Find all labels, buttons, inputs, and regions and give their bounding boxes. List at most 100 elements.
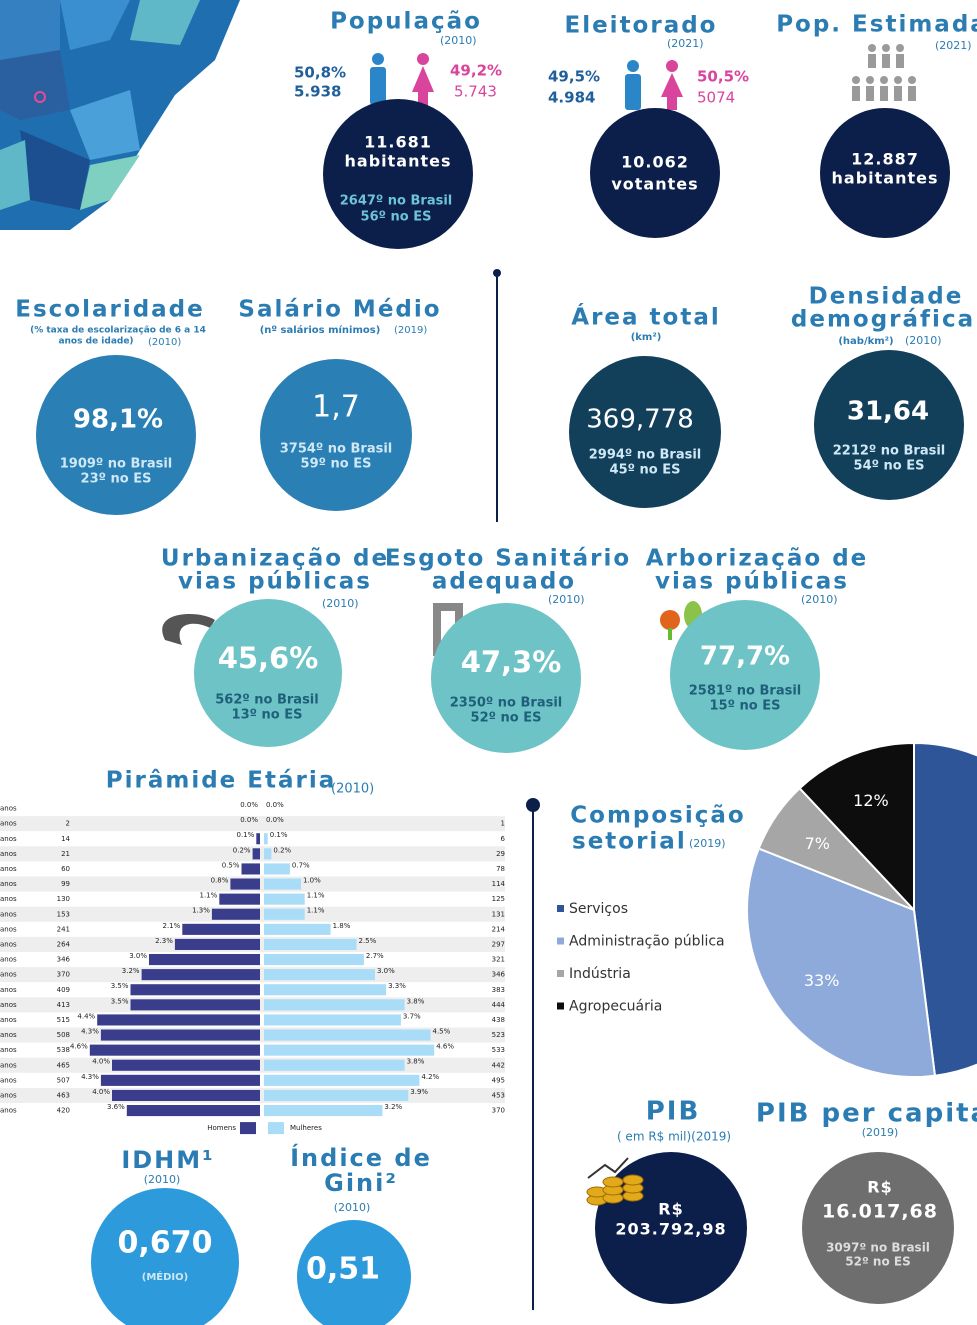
men-pct-label: 0.1% [237,831,255,839]
age-label: anos [0,971,17,979]
circle [431,603,581,753]
men-bar [211,908,260,920]
title: Arborização de [646,546,869,572]
age-label: anos [0,1091,17,1099]
year: (2010) [440,34,477,47]
men-bar [97,1014,260,1026]
women-count: 125 [492,895,505,903]
coins-icon [586,1157,644,1206]
age-label: anos [0,1016,17,1024]
women-bar [264,938,357,950]
legend-label: Indústria [569,966,631,982]
women-bar [264,878,301,890]
women-pct-label: 3.2% [384,1103,402,1111]
men-pct-label: 4.3% [81,1028,99,1036]
women-pct-label: 1.8% [333,922,351,930]
men-count: 370 [57,971,70,979]
men-count: 507 [57,1076,70,1084]
men-count: 409 [57,986,70,994]
value: 16.017,68 [822,1201,938,1223]
men-bar [256,833,260,845]
men-count: 241 [57,925,70,933]
men-pct-label: 4.6% [70,1043,88,1051]
year: (2010) [334,1201,371,1214]
men-pct-label: 3.2% [122,967,140,975]
title: Pop. Estimada [776,12,977,38]
title: Gini² [324,1169,398,1197]
men-count: 60 [61,865,70,873]
year: (2010) [144,1173,181,1186]
title: Densidade [809,284,964,310]
women-count: 6 [501,835,506,843]
pie: Serviços 33% Administração pública 7% Indúst… [557,741,977,1078]
women-count: 495 [492,1076,505,1084]
men-count: 420 [57,1107,70,1115]
legend-label: Serviços [569,901,628,917]
women-bar [264,908,305,920]
title: População [330,9,482,35]
women-bar [264,893,305,905]
rank-br: 3754º no Brasil [280,442,393,457]
women-pct-label: 3.7% [403,1012,421,1020]
rank-es: 52º no ES [471,711,542,726]
women-bar [264,923,331,935]
circle [323,99,473,249]
women-pct: 50,5% [697,68,749,86]
unit: habitantes [345,152,452,171]
women-pct-label: 3.0% [377,967,395,975]
men-pct-label: 3.0% [129,952,147,960]
currency: R$ [658,1200,683,1219]
rank-es: 54º no ES [854,459,925,474]
women-bar [264,1059,405,1071]
men-bar [130,999,260,1011]
women-bar [264,833,268,845]
men-bar [130,984,260,996]
men-pct-label: 4.4% [77,1012,95,1020]
value: 0,51 [306,1252,380,1287]
map [0,0,240,230]
title: Escolaridade [15,297,205,323]
unit: (km²) [631,332,662,343]
age-label: anos [0,910,17,918]
men-count: 264 [57,940,71,948]
women-count: 453 [492,1091,505,1099]
men-pct-label: 0.0% [240,801,258,809]
women-pct-label: 3.9% [410,1088,428,1096]
woman-icon [412,53,434,106]
title: vias públicas [178,569,372,595]
women-pct-label: 2.7% [366,952,384,960]
men-pct-label: 2.3% [155,937,173,945]
age-label: anos [0,1031,17,1039]
legend-swatch [557,937,564,945]
currency: R$ [867,1178,892,1197]
age-label: anos [0,880,17,888]
rank-br: 2212º no Brasil [833,444,946,459]
men-count: 21 [61,850,70,858]
women-count: 214 [492,925,506,933]
circle [670,600,820,750]
men-bar [149,954,260,966]
year: (2019) [394,325,427,336]
women-count: 131 [492,910,505,918]
women-bar [264,954,364,966]
year: (2010) [905,334,942,347]
women-count: 321 [492,956,505,964]
men-pct-label: 0.0% [240,816,258,824]
subtitle: anos de idade) [58,337,133,347]
women-bar [264,1029,431,1041]
pyramid: anos 0.0% 0.0%anos 2 10.0% 0.0%anos 14 60.1% 0.1… [0,801,506,1135]
legend-label: Administração pública [569,934,725,950]
women-pct-label: 0.1% [270,831,288,839]
value: 98,1% [73,405,163,435]
subtitle: ( em R$ mil)(2019) [617,1130,731,1144]
pie-slice [746,847,937,1078]
year: (2019) [862,1126,899,1139]
men-bar [112,1089,260,1101]
women-bar [264,1089,409,1101]
value: 1,7 [312,390,360,425]
rank-br: 2647º no Brasil [340,194,453,209]
men-pct-label: 4.0% [92,1058,110,1066]
women-bar [264,848,272,860]
value: 203.792,98 [615,1220,726,1239]
